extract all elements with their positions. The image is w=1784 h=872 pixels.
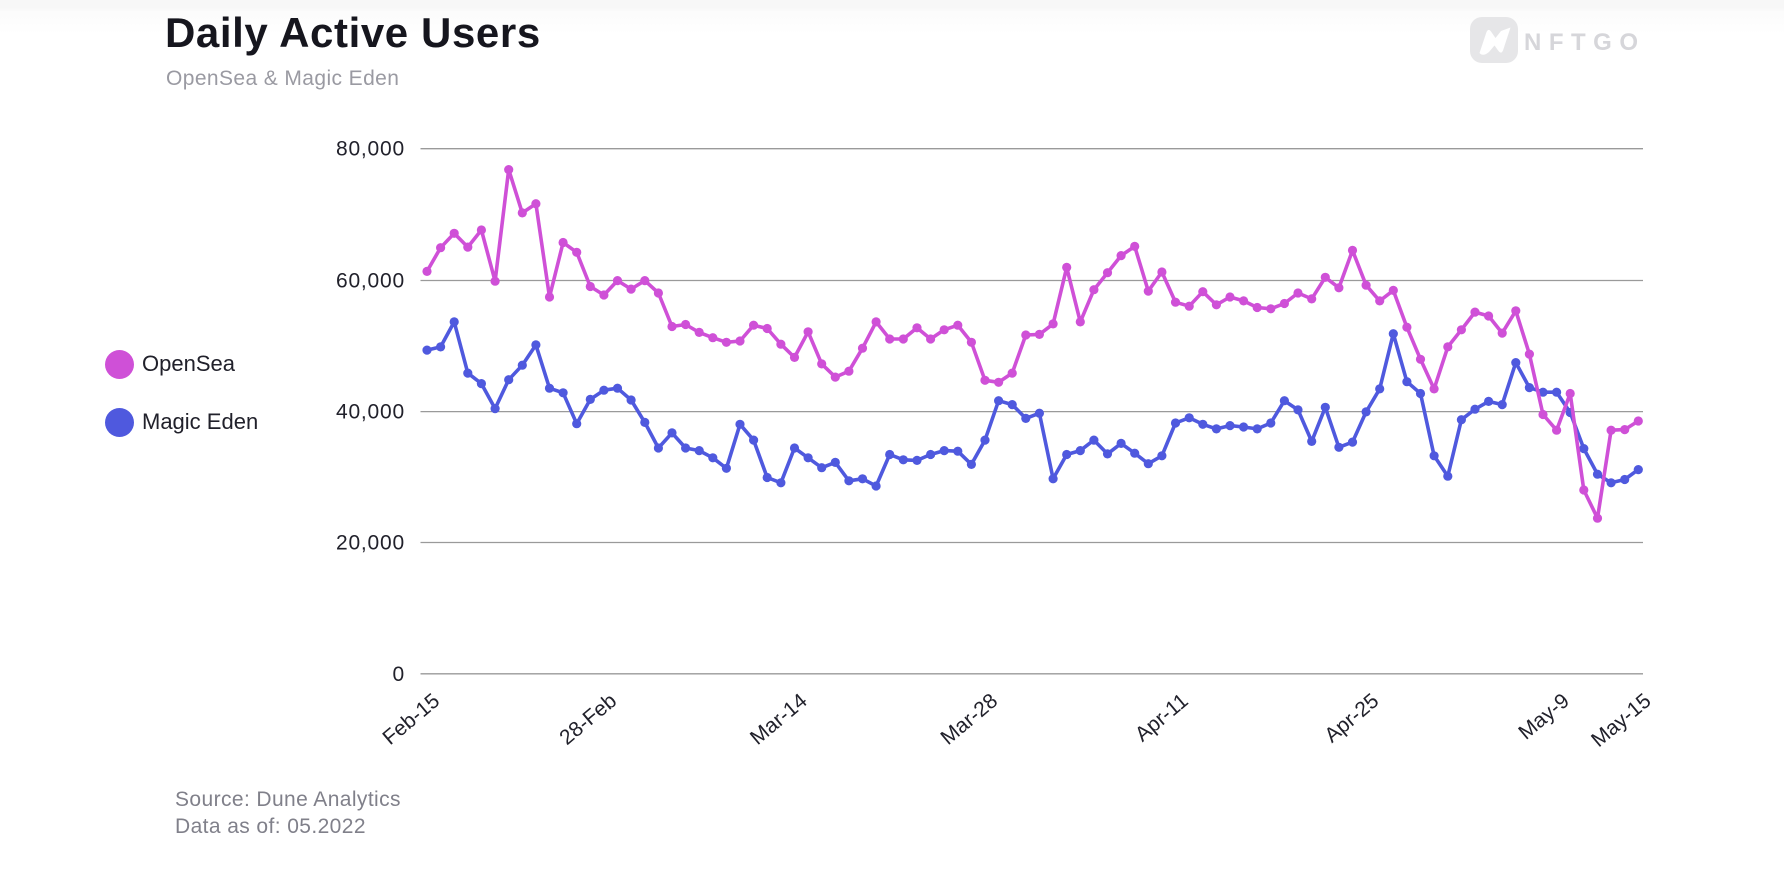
- svg-text:Apr-11: Apr-11: [1131, 689, 1193, 746]
- svg-text:Feb-15: Feb-15: [378, 689, 444, 749]
- svg-text:Apr-25: Apr-25: [1320, 689, 1383, 747]
- svg-text:28-Feb: 28-Feb: [555, 689, 621, 749]
- svg-text:60,000: 60,000: [336, 270, 405, 293]
- svg-text:0: 0: [393, 663, 405, 686]
- svg-text:80,000: 80,000: [336, 138, 405, 161]
- svg-text:May-15: May-15: [1587, 689, 1655, 752]
- svg-text:Mar-28: Mar-28: [936, 689, 1002, 749]
- svg-text:Mar-14: Mar-14: [746, 689, 812, 750]
- svg-text:May-9: May-9: [1514, 689, 1573, 744]
- svg-text:20,000: 20,000: [336, 532, 405, 555]
- svg-text:40,000: 40,000: [336, 401, 405, 424]
